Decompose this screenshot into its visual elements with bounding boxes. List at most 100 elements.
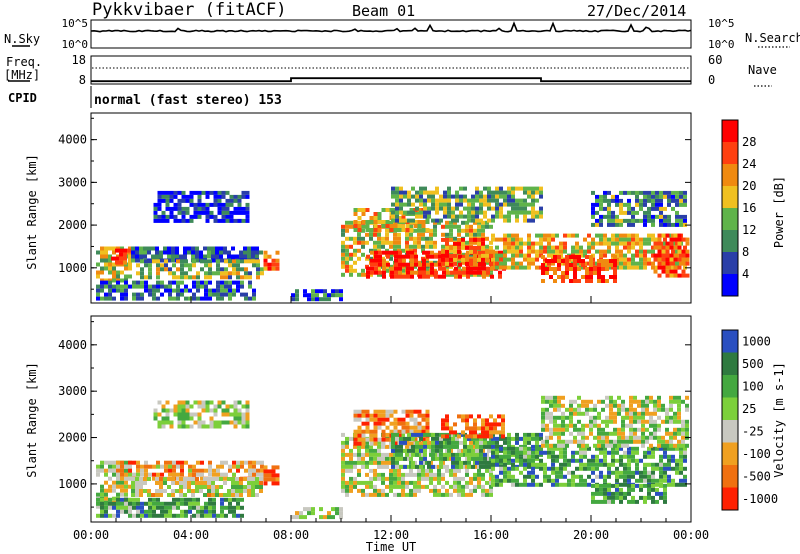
heatmap-cell-velocity [599,446,603,451]
heatmap-cell-power [181,218,186,223]
heatmap-cell-velocity [541,419,545,424]
heatmap-cell-power [229,202,234,207]
heatmap-cell-velocity [131,493,135,497]
heatmap-cell-power [475,218,479,223]
heatmap-cell-power [365,256,369,261]
heatmap-cell-velocity [291,515,295,520]
heatmap-cell-velocity [128,509,132,514]
heatmap-cell-power [479,198,483,203]
heatmap-cell-velocity [236,497,240,502]
heatmap-cell-power [507,233,511,238]
heatmap-cell-power [619,222,623,227]
heatmap-cell-power [685,273,690,278]
heatmap-cell-velocity [345,492,349,497]
heatmap-cell-power [207,246,211,251]
heatmap-cell-power [527,245,531,250]
heatmap-cell-velocity [657,407,661,412]
heatmap-cell-velocity [633,411,637,416]
heatmap-cell-velocity [229,404,234,409]
heatmap-cell-velocity [519,450,523,455]
heatmap-cell-power [228,288,232,293]
heatmap-cell-power [539,249,543,254]
heatmap-cell-power [385,228,389,233]
heatmap-cell-velocity [136,497,140,502]
heatmap-cell-velocity [667,458,671,463]
heatmap-cell-velocity [495,458,499,463]
heatmap-cell-power [627,265,631,270]
heatmap-cell-power [366,266,370,271]
heatmap-cell-power [489,249,493,254]
heatmap-cell-power [398,254,402,259]
heatmap-cell-power [172,263,176,268]
heatmap-cell-velocity [373,417,378,422]
heatmap-cell-velocity [144,513,148,518]
heatmap-cell-velocity [443,452,447,457]
heatmap-cell-power [561,271,565,275]
heatmap-cell-velocity [417,468,421,473]
heatmap-cell-power [563,233,567,238]
heatmap-cell-power [247,246,251,251]
heatmap-cell-power [507,257,511,262]
heatmap-cell-power [200,284,204,289]
heatmap-cell-power [639,202,643,207]
heatmap-cell-power [423,190,427,195]
heatmap-cell-power [224,267,228,272]
heatmap-cell-power [615,249,619,254]
heatmap-cell-velocity [409,472,413,477]
heatmap-cell-power [519,241,523,246]
heatmap-cell-velocity [427,444,431,449]
heatmap-cell-velocity [471,436,475,441]
heatmap-cell-power [623,265,627,270]
heatmap-cell-power [345,252,349,257]
heatmap-cell-power [495,261,499,266]
heatmap-cell-velocity [165,420,170,425]
heatmap-cell-velocity [619,499,623,504]
heatmap-cell-velocity [377,460,381,465]
heatmap-cell-power [112,262,116,267]
heatmap-cell-power [475,186,479,191]
heatmap-cell-velocity [677,427,681,432]
heatmap-cell-power [495,237,499,242]
heatmap-cell-velocity [619,462,623,467]
heatmap-cell-power [389,256,393,261]
heatmap-cell-power [655,194,659,199]
heatmap-cell-power [394,254,398,259]
heatmap-cell-power [607,214,611,219]
heatmap-cell-power [619,249,623,254]
heatmap-cell-velocity [377,448,381,453]
heatmap-cell-velocity [585,399,589,404]
heatmap-cell-velocity [181,420,186,425]
heatmap-cell-velocity [457,488,461,493]
heatmap-cell-power [442,266,446,271]
heatmap-cell-power [446,270,450,275]
heatmap-cell-velocity [455,452,459,457]
heatmap-cell-power [463,194,467,199]
heatmap-cell-power [365,208,370,212]
heatmap-cell-velocity [255,485,259,489]
heatmap-cell-power [399,186,403,191]
heatmap-cell-velocity [623,454,627,459]
heatmap-cell-power [635,265,639,270]
heatmap-cell-power [414,258,418,263]
heatmap-cell-power [391,218,395,223]
heatmap-cell-velocity [587,462,591,467]
heatmap-cell-velocity [481,418,485,423]
heatmap-cell-velocity [677,419,681,424]
heatmap-cell-power [449,264,453,269]
heatmap-cell-velocity [144,468,148,473]
heatmap-cell-velocity [235,481,239,485]
heatmap-cell-power [212,288,216,293]
heatmap-cell-power [243,246,247,251]
heatmap-cell-power [409,236,413,241]
heatmap-cell-velocity [523,482,527,487]
heatmap-cell-velocity [615,495,619,500]
heatmap-cell-velocity [635,470,639,475]
heatmap-cell-velocity [187,477,191,481]
heatmap-cell-power [675,222,679,227]
heatmap-cell-power [173,202,178,207]
heatmap-cell-power [104,246,108,251]
heatmap-cell-power [414,270,418,275]
heatmap-cell-power [244,275,248,280]
heatmap-cell-velocity [235,477,239,481]
heatmap-cell-power [180,267,184,272]
